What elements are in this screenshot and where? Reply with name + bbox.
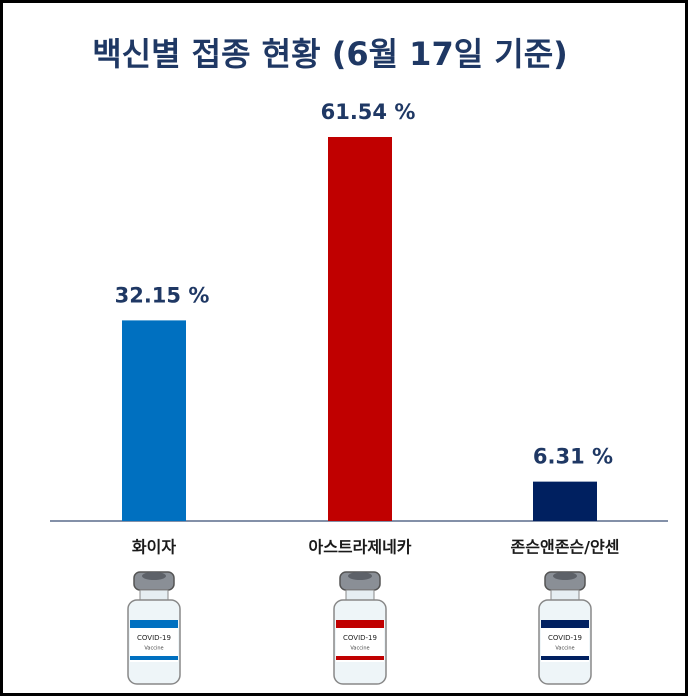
vial-cap-top (553, 572, 577, 580)
vial-text: COVID-19 (548, 634, 582, 642)
vial-icon: COVID-19 Vaccine (333, 571, 387, 685)
bar (122, 320, 186, 521)
vial-stripe (130, 656, 178, 660)
x-tick-label: 존슨앤존슨/얀센 (511, 538, 620, 557)
bar (533, 481, 597, 521)
value-label: 32.15 % (115, 283, 210, 307)
vial-text: Vaccine (350, 646, 369, 652)
vial-stripe (130, 620, 178, 628)
vial-cap-top (142, 572, 166, 580)
vial-neck (345, 589, 375, 601)
vial-icon: COVID-19 Vaccine (127, 571, 181, 685)
vial-neck (139, 589, 169, 601)
vial-icon: COVID-19 Vaccine (538, 571, 592, 685)
x-tick-label: 화이자 (132, 538, 176, 557)
vial-stripe (541, 656, 589, 660)
x-tick-label: 아스트라제네카 (308, 538, 411, 557)
vial-text: COVID-19 (343, 634, 377, 642)
vial-text: COVID-19 (137, 634, 171, 642)
chart-title: 백신별 접종 현황 (6월 17일 기준) (92, 35, 568, 73)
vial-neck (550, 589, 580, 601)
value-label: 6.31 % (533, 445, 613, 469)
vial-text: Vaccine (555, 646, 574, 652)
value-label: 61.54 % (321, 100, 416, 124)
vial-stripe (541, 620, 589, 628)
vial-stripe (336, 620, 384, 628)
vial-stripe (336, 656, 384, 660)
bar (328, 137, 392, 521)
vial-cap-top (348, 572, 372, 580)
vial-text: Vaccine (144, 646, 163, 652)
